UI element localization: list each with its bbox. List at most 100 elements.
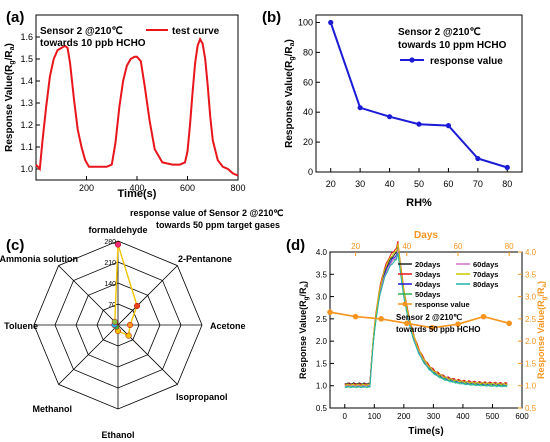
x-tick-label: 30	[355, 179, 365, 189]
chart-title: towards 50 ppm target gases	[156, 220, 280, 230]
y-tick-label: 20	[303, 137, 313, 147]
x-tick-label: 200	[79, 183, 94, 193]
y2-tick-label: 0.5	[525, 404, 537, 413]
legend-marker	[402, 301, 408, 307]
top-x-tick-label: 80	[505, 242, 514, 251]
x-tick-label: 80	[502, 179, 512, 189]
annotation: towards 10 ppb HCHO	[40, 38, 146, 49]
radar-axis-label: 2-Pentanone	[178, 254, 232, 264]
y-tick-label: 3.0	[316, 293, 328, 302]
x-tick-label: 60	[443, 179, 453, 189]
annotation: towards 10 ppm HCHO	[398, 40, 507, 51]
y2-tick-label: 3.5	[525, 270, 537, 279]
radar-spoke	[58, 265, 119, 326]
y-tick-label: 80	[303, 47, 313, 57]
plot-frame	[315, 14, 523, 173]
x-tick-label: 600	[180, 183, 195, 193]
legend-label: 70days	[473, 270, 498, 279]
top-x-tick-label: 60	[454, 242, 463, 251]
y-tick-label: 1.4	[20, 76, 33, 86]
data-point	[357, 105, 363, 111]
x-tick-label: 0	[343, 412, 348, 421]
radar-point	[114, 241, 122, 248]
radar-point	[126, 321, 134, 329]
x-tick-label: 70	[473, 179, 483, 189]
y-tick-label: 60	[303, 77, 313, 87]
radial-tick-label: 70	[108, 302, 116, 309]
panel-d: 0 100 200 300 400 500 600 20 40 60 80 0.5 0.5 1.0 1.0 1…	[286, 230, 548, 437]
x-axis-label: Time(s)	[118, 188, 157, 200]
radar-spoke	[58, 324, 119, 385]
y-tick-label: 100	[298, 17, 313, 27]
y-tick-label: 2.0	[316, 337, 328, 346]
radar-axis-label: Ethanol	[102, 430, 135, 440]
legend-label: 20days	[415, 260, 440, 269]
y2-tick-label: 2.0	[525, 337, 537, 346]
panel-c: 70 140 210 280 formaldehyde 2-Pentanone Aceton…	[0, 208, 283, 440]
y-tick-label: 40	[303, 107, 313, 117]
legend-label: test curve	[172, 26, 220, 37]
radar-spoke	[117, 265, 178, 326]
y-tick-label: 1.6	[20, 32, 33, 42]
y-tick-label: 1.1	[20, 142, 33, 152]
top-x-tick-label: 40	[402, 242, 411, 251]
radar-axis-label: Methanol	[33, 404, 73, 414]
y-tick-label: 4.0	[316, 248, 328, 257]
series-80days	[344, 252, 508, 389]
radial-tick-label: 280	[104, 239, 116, 246]
radial-tick-label: 210	[104, 260, 116, 267]
legend-marker	[409, 57, 415, 63]
annotation: Sensor 2 @210℃	[398, 27, 481, 38]
x-tick-label: 300	[427, 412, 441, 421]
data-point	[455, 321, 461, 328]
x-axis-label: Time(s)	[408, 426, 443, 437]
radar-point	[125, 332, 132, 339]
chart-title: response value of Sensor 2 @210℃	[130, 208, 283, 218]
top-x-axis-label: Days	[414, 230, 438, 241]
legend-label: 80days	[473, 280, 498, 289]
data-point	[404, 320, 410, 327]
y-axis-label: Response Value(Rg/Ra)	[284, 39, 296, 148]
y-axis-label: Response Value(Rg/Ra)	[298, 281, 310, 379]
y2-tick-label: 3.0	[525, 293, 537, 302]
y2-tick-label: 4.0	[525, 248, 537, 257]
x-tick-label: 400	[129, 183, 144, 193]
legend-label: 50days	[415, 290, 440, 299]
y-tick-label: 1.5	[20, 54, 33, 64]
panel-label: (d)	[286, 237, 305, 254]
radial-tick-label: 140	[104, 281, 116, 288]
y-tick-label: 2.5	[316, 315, 328, 324]
series-response-value	[329, 311, 510, 329]
radar-axis-label: Ammonia solution	[0, 254, 78, 264]
series-test-curve	[35, 36, 239, 177]
y-tick-label: 0	[308, 167, 313, 177]
radar-point	[111, 318, 118, 325]
radar-point	[134, 302, 141, 309]
y2-tick-label: 1.5	[525, 359, 537, 368]
data-point	[445, 123, 452, 129]
panel-label: (c)	[6, 237, 24, 254]
legend-label: 40days	[415, 280, 440, 289]
data-point	[506, 320, 512, 327]
data-point	[416, 121, 422, 127]
y-tick-label: 0.5	[316, 404, 328, 413]
data-point	[328, 19, 334, 26]
x-tick-label: 100	[368, 412, 382, 421]
y-axis-label: Response Value(Rg/Ra)	[4, 43, 16, 152]
panel-b: 20 30 40 50 60 70 80 0 20 40 60 80 100 (b) Sensor 2 @2…	[262, 9, 523, 209]
data-point	[378, 316, 385, 322]
annotation: towards 50 ppb HCHO	[396, 325, 480, 334]
x-tick-label: 500	[486, 412, 500, 421]
radar-axis-label: Acetone	[210, 321, 246, 331]
panel-label: (a)	[6, 9, 24, 26]
y2-axis-label: Response Value(Rg/Ra)	[536, 281, 548, 379]
x-tick-label: 20	[326, 179, 336, 189]
data-point	[475, 155, 481, 162]
data-point	[480, 313, 487, 320]
legend-label: 60days	[473, 260, 498, 269]
panel-label: (b)	[262, 9, 281, 26]
data-point	[504, 164, 510, 171]
annotation: Sensor 2 @210℃	[396, 313, 462, 322]
panel-a: 200 400 600 800 1.0 1.1 1.2 1.3 1.4 1.5 1.6 (a) Sens…	[4, 9, 246, 200]
